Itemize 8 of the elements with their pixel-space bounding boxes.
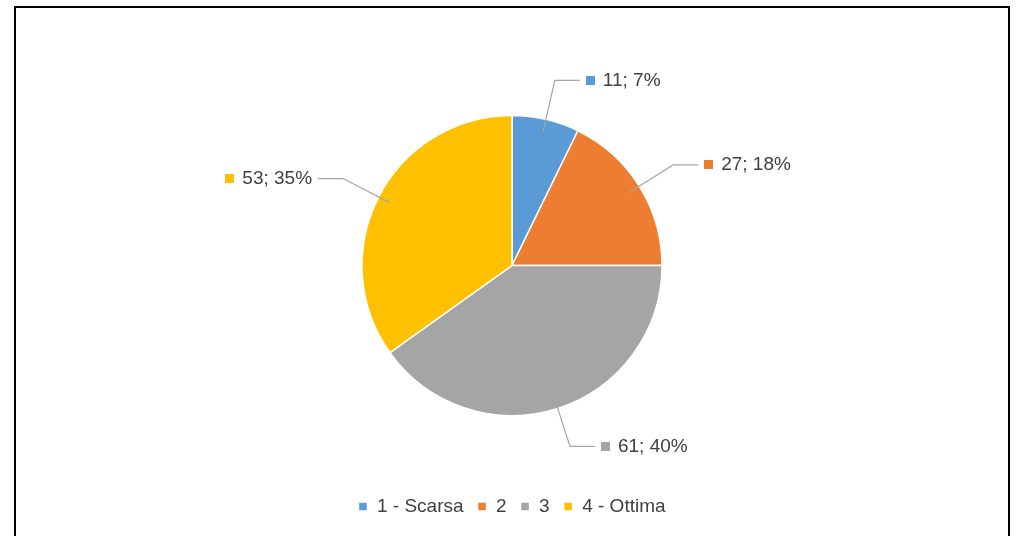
legend-label: 3: [539, 494, 550, 516]
legend-label: 2: [496, 494, 507, 516]
data-label: 61; 40%: [617, 434, 688, 456]
legend-label: 4 - Ottima: [582, 494, 666, 516]
data-label: 27; 18%: [721, 153, 791, 175]
legend-label: 1 - Scarsa: [376, 494, 464, 516]
data-label: 11; 7%: [602, 68, 661, 90]
data-label: 53; 35%: [242, 166, 313, 188]
